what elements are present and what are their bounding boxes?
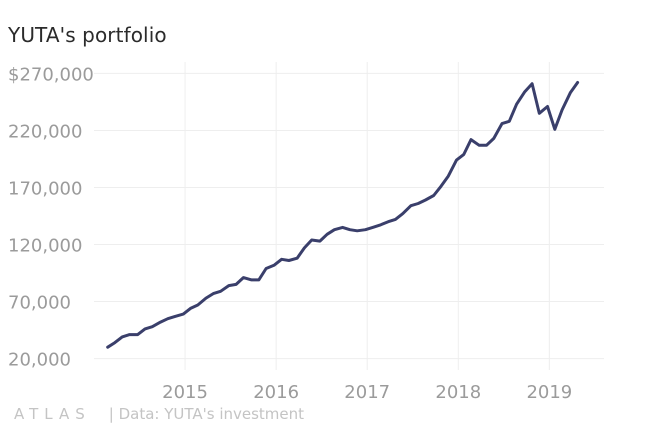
series-layer [106, 81, 580, 349]
x-tick-label: 2016 [253, 382, 299, 403]
chart-title: YUTA's portfolio [8, 23, 167, 47]
footer: ATLAS | Data: YUTA's investment [14, 402, 304, 426]
x-tick-label: 2018 [435, 382, 481, 403]
y-tick-label: 20,000 [8, 350, 71, 371]
x-tick-label: 2015 [162, 382, 208, 403]
atlas-logo: ATLAS [14, 405, 91, 423]
x-tick-label: 2019 [526, 382, 572, 403]
y-tick-label: 120,000 [8, 236, 82, 257]
grid-layer [94, 62, 604, 370]
y-tick-label: 170,000 [8, 178, 82, 199]
y-tick-label: 220,000 [8, 121, 82, 142]
series-line-0 [106, 81, 580, 349]
y-tick-label: $270,000 [8, 64, 94, 85]
data-source-note: | Data: YUTA's investment [108, 405, 305, 423]
tick-layer: 20,000 70,000 120,000 170,000 220,000 $270,00… [8, 64, 572, 403]
x-tick-label: 2017 [344, 382, 390, 403]
y-tick-label: 70,000 [8, 293, 71, 314]
